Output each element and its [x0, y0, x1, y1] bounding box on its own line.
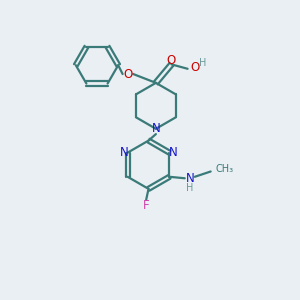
- Text: CH₃: CH₃: [216, 164, 234, 173]
- Text: O: O: [190, 61, 200, 74]
- Text: N: N: [120, 146, 128, 159]
- Text: N: N: [169, 146, 177, 159]
- Text: O: O: [167, 54, 176, 67]
- Text: F: F: [143, 199, 149, 212]
- Text: H: H: [199, 58, 206, 68]
- Text: N: N: [152, 122, 160, 135]
- Text: O: O: [123, 68, 133, 80]
- Text: H: H: [186, 183, 193, 193]
- Text: N: N: [186, 172, 194, 185]
